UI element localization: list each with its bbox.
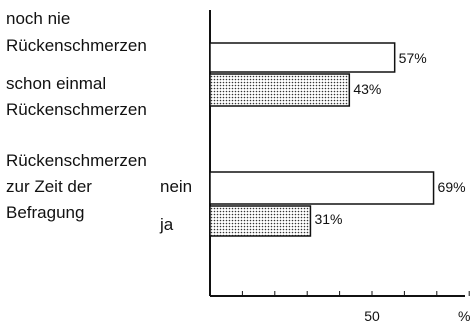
bar-2-label-line-1: schon einmal <box>6 74 106 93</box>
group-2-label-line-2: zur Zeit der <box>6 177 92 196</box>
x-axis-unit-label: % <box>458 308 470 324</box>
group-2-label-line-1: Rückenschmerzen <box>6 151 147 170</box>
bar-noch-nie <box>209 42 396 73</box>
value-label-schon-einmal: 43% <box>353 81 381 97</box>
bar-1-label-line-1: noch nie <box>6 9 70 28</box>
value-label-ja: 31% <box>314 211 342 227</box>
value-label-noch-nie: 57% <box>399 50 427 66</box>
group-2-label-line-3: Befragung <box>6 203 84 222</box>
value-label-nein: 69% <box>438 179 466 195</box>
bar-1-label-line-2: Rückenschmerzen <box>6 36 147 55</box>
bar-4-label: ja <box>159 215 174 234</box>
bar-2-label-line-2: Rückenschmerzen <box>6 100 147 119</box>
bar-nein <box>209 171 435 205</box>
bar-3-label: nein <box>160 177 192 196</box>
bar-ja <box>209 205 312 237</box>
bar-schon-einmal <box>209 73 351 107</box>
x-tick-label: 50 <box>364 308 380 324</box>
